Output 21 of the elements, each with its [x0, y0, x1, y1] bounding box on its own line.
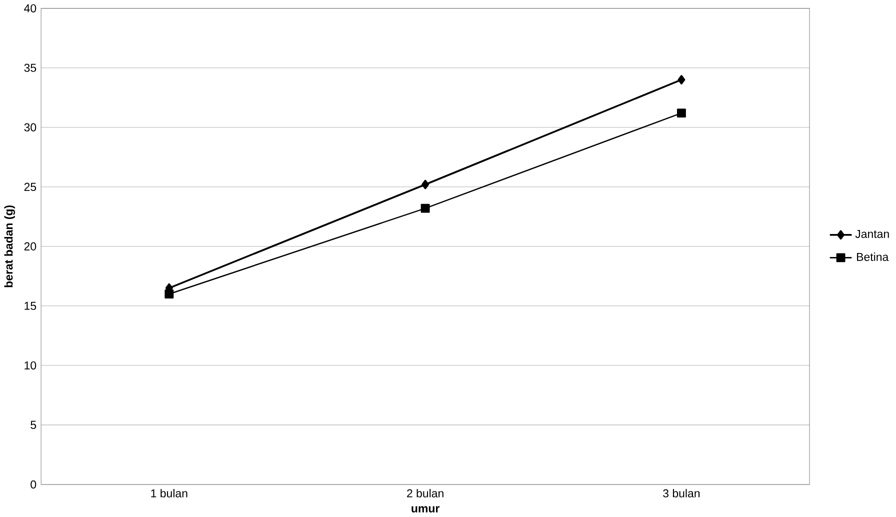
- point: [676, 108, 686, 118]
- y-tick-label: 15: [24, 302, 36, 310]
- point: [420, 204, 430, 213]
- y-tick-label: 5: [30, 421, 36, 430]
- y-tick-label: 35: [24, 64, 36, 72]
- x-tick-label: 1 bulan: [151, 489, 188, 498]
- point: [678, 75, 686, 85]
- y-tick-label: 20: [24, 242, 36, 251]
- x-tick-label: 3 bulan: [663, 489, 700, 498]
- y-tick-label: 10: [24, 361, 36, 370]
- x-tick-label: 2 bulan: [407, 489, 444, 498]
- y-tick-label: 0: [30, 480, 36, 489]
- y-tick-label: 30: [24, 123, 36, 132]
- x-axis-title: umur: [412, 506, 440, 513]
- point: [164, 290, 174, 299]
- y-tick-label: 40: [24, 4, 36, 13]
- point: [422, 180, 430, 190]
- legend-label: Betina: [857, 252, 889, 262]
- y-tick-label: 25: [24, 182, 36, 192]
- legend-label: Jantan: [855, 230, 889, 238]
- y-axis-title: berat badan (g): [4, 206, 16, 288]
